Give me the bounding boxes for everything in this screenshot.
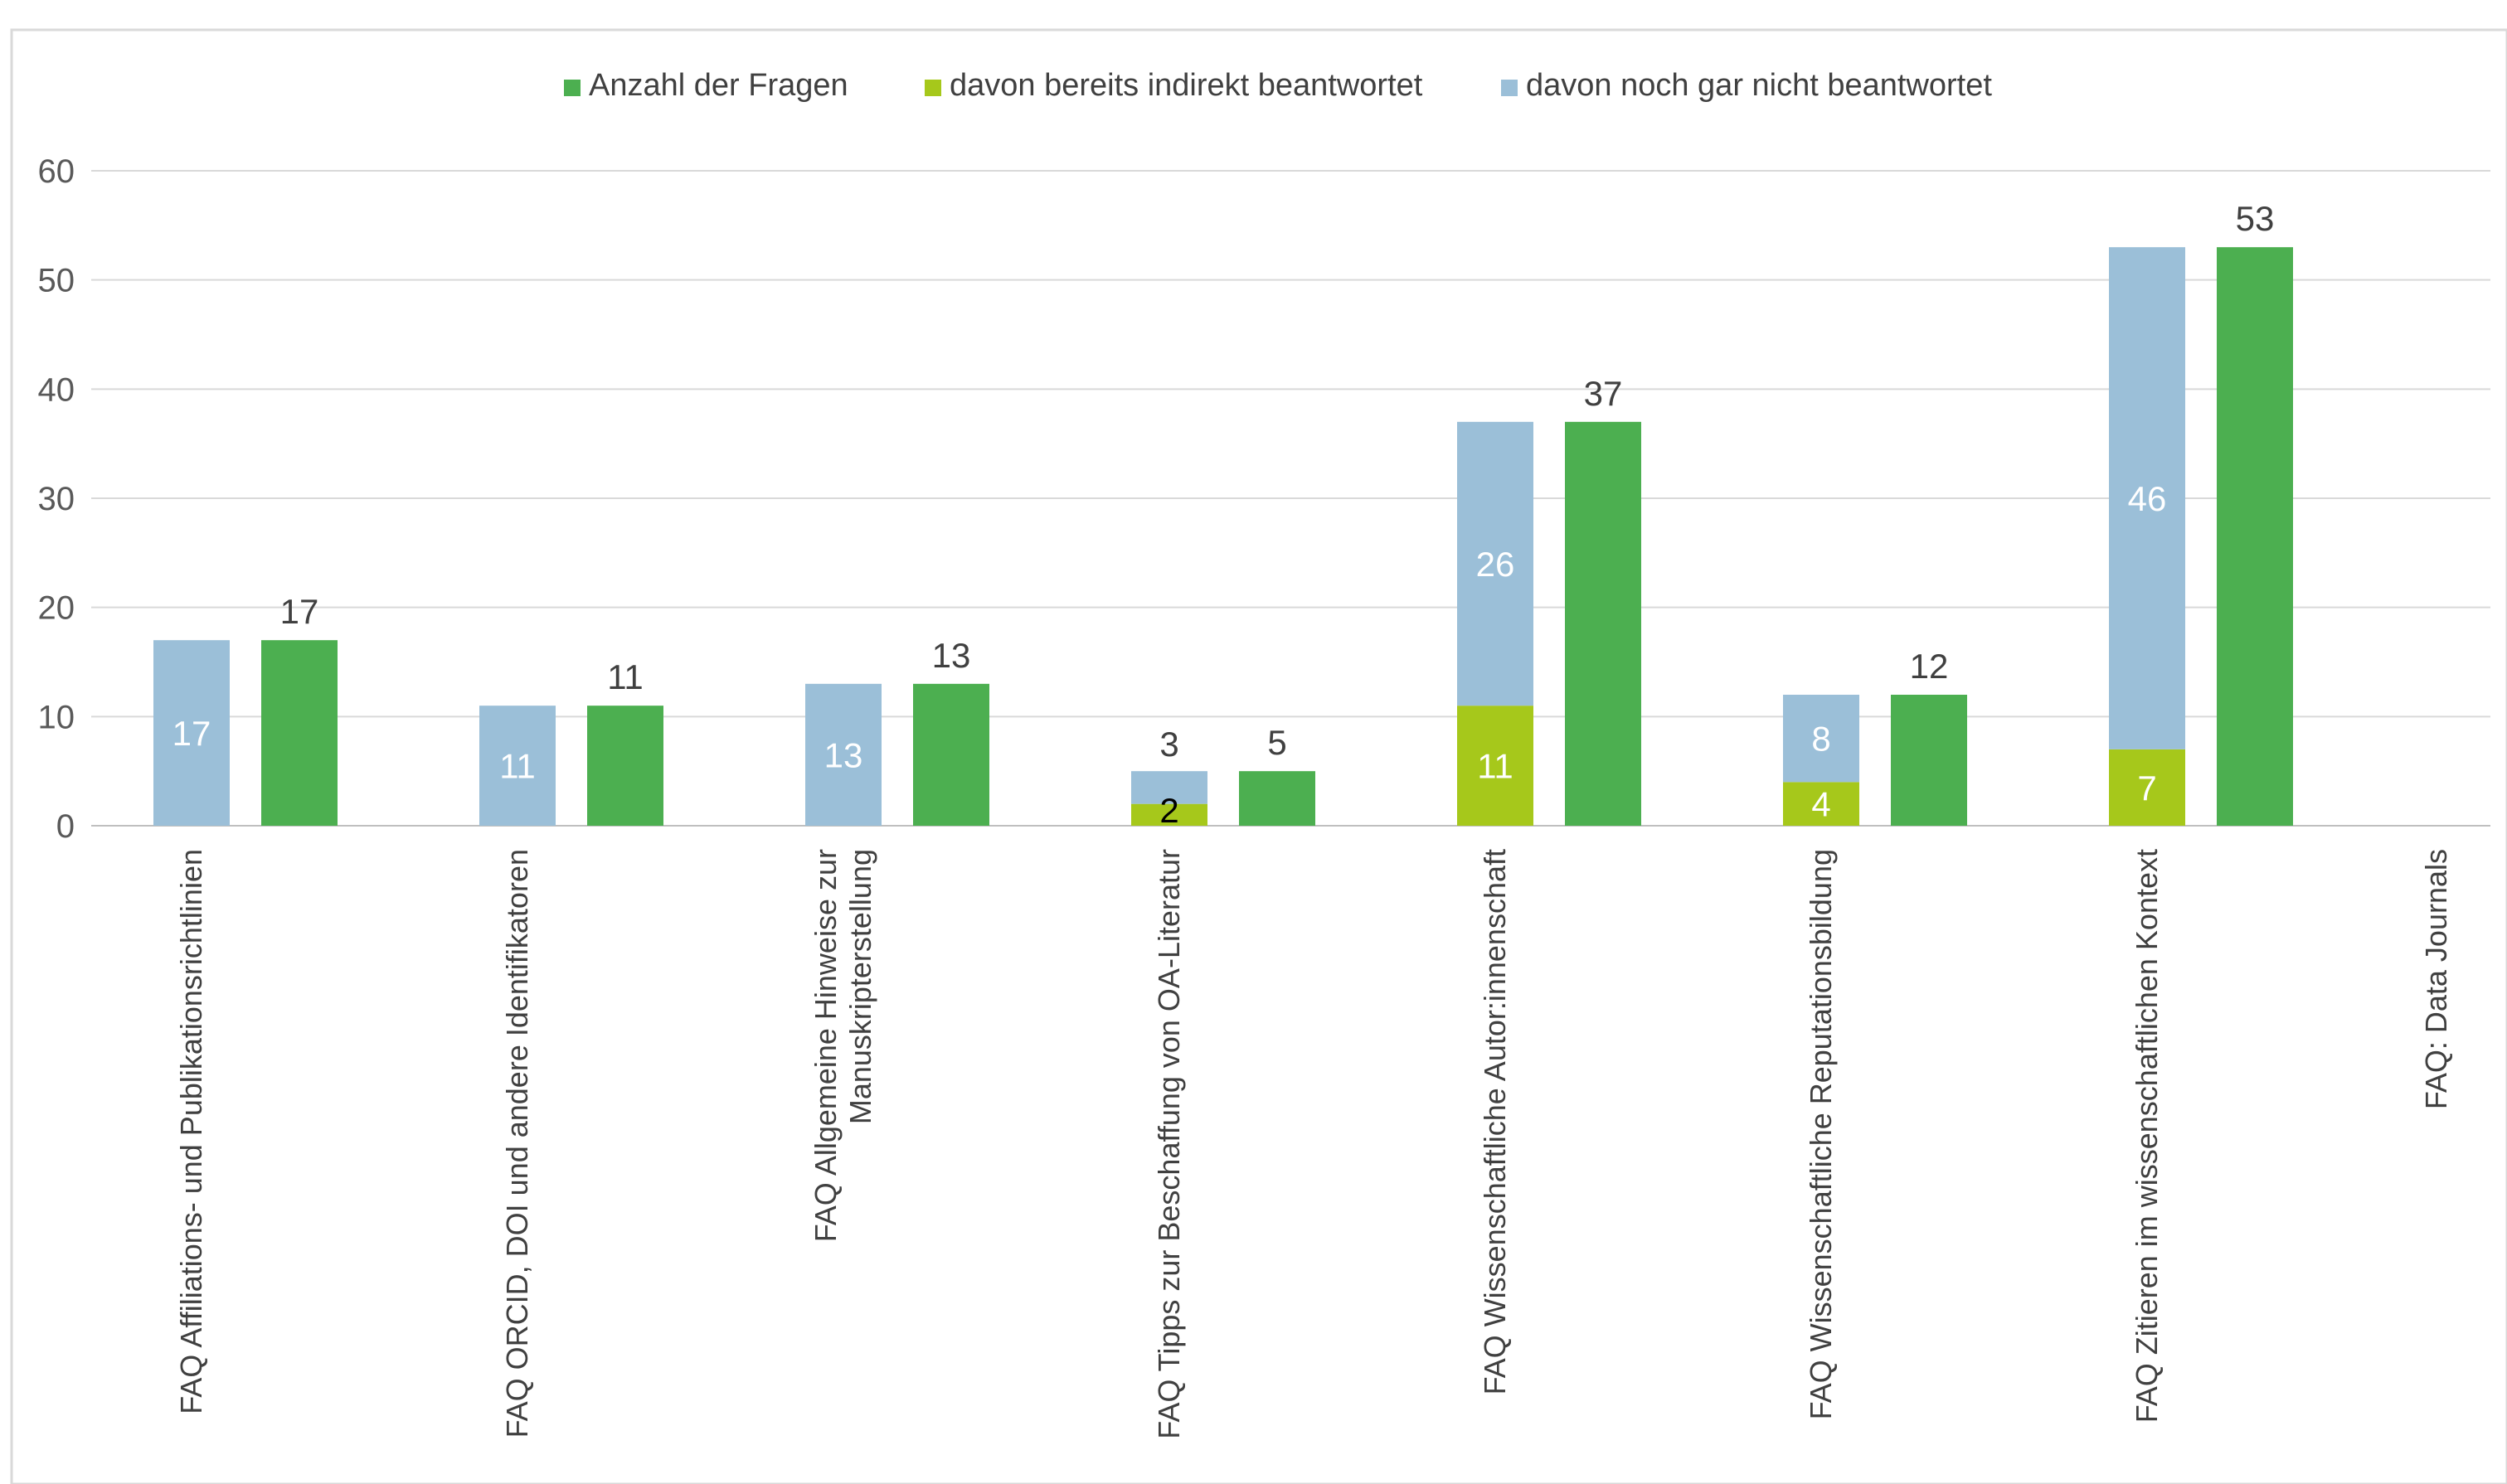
legend-swatch bbox=[1501, 80, 1518, 96]
y-tick-label: 30 bbox=[38, 481, 75, 517]
legend-item: davon bereits indirekt beantwortet bbox=[925, 68, 1423, 103]
bar-open bbox=[479, 706, 556, 826]
category-label: FAQ Wissenschaftliche Autor:innenschaft bbox=[1478, 849, 1512, 1394]
category-labels: FAQ Affiliations- und Publikationsrichtl… bbox=[174, 849, 2453, 1439]
category-label: FAQ Wissenschaftliche Reputationsbildung bbox=[1804, 849, 1838, 1419]
bar-open bbox=[1457, 421, 1533, 706]
data-label-open: 13 bbox=[824, 735, 863, 774]
bar-total bbox=[1565, 421, 1641, 826]
category-label: FAQ Allgemeine Hinweise zur bbox=[809, 849, 843, 1242]
y-axis-ticks: 0 10 20 30 40 50 60 bbox=[38, 153, 75, 845]
y-tick-label: 0 bbox=[56, 808, 75, 845]
legend: Anzahl der Fragen davon bereits indirekt … bbox=[564, 68, 1992, 103]
legend-swatch bbox=[925, 80, 941, 96]
legend-label: Anzahl der Fragen bbox=[589, 68, 848, 103]
category-label: FAQ Tipps zur Beschaffung von OA-Literat… bbox=[1152, 849, 1186, 1439]
data-label-indirect: 7 bbox=[2137, 769, 2156, 807]
bar-total bbox=[1239, 771, 1315, 826]
data-label-stack-total: 3 bbox=[1159, 725, 1178, 764]
bar-total bbox=[1891, 695, 1967, 826]
data-label-total: 5 bbox=[1267, 723, 1286, 762]
bars bbox=[153, 247, 2293, 827]
bar-total bbox=[261, 640, 338, 826]
data-label-open: 17 bbox=[172, 714, 211, 753]
data-label-total: 37 bbox=[1584, 374, 1623, 413]
bar-open bbox=[2109, 247, 2185, 749]
y-tick-label: 10 bbox=[38, 699, 75, 735]
bar-open bbox=[805, 683, 882, 826]
bar-open bbox=[153, 640, 230, 826]
data-label-total: 53 bbox=[2236, 199, 2275, 238]
bar-total bbox=[913, 683, 989, 826]
category-label: FAQ ORCID, DOI und andere Identifikatore… bbox=[500, 849, 534, 1438]
legend-label: davon bereits indirekt beantwortet bbox=[950, 68, 1423, 103]
data-label-open: 8 bbox=[1811, 720, 1830, 759]
y-tick-label: 60 bbox=[38, 153, 75, 190]
data-label-open: 46 bbox=[2128, 479, 2167, 518]
data-label-total: 11 bbox=[607, 657, 644, 696]
data-label-total: 12 bbox=[1910, 647, 1949, 686]
bar-total bbox=[587, 706, 663, 826]
y-tick-label: 40 bbox=[38, 371, 75, 408]
data-label-indirect: 2 bbox=[1159, 791, 1178, 830]
data-label-total: 17 bbox=[280, 592, 319, 631]
data-label-open: 11 bbox=[499, 747, 536, 786]
category-label: FAQ Zitieren im wissenschaftlichen Konte… bbox=[2130, 849, 2164, 1423]
data-label-total: 13 bbox=[932, 636, 971, 675]
y-tick-label: 20 bbox=[38, 590, 75, 627]
data-label-indirect: 11 bbox=[1477, 747, 1513, 786]
data-label-open: 26 bbox=[1476, 545, 1515, 584]
category-label: FAQ: Data Journals bbox=[2419, 849, 2453, 1109]
bar-indirect bbox=[1783, 782, 1859, 826]
category-label: Manuskripterstellung bbox=[843, 849, 877, 1124]
legend-swatch bbox=[564, 80, 581, 96]
chart-frame bbox=[10, 28, 2507, 1484]
legend-item: Anzahl der Fragen bbox=[564, 68, 848, 103]
legend-item: davon noch gar nicht beantwortet bbox=[1501, 68, 1992, 103]
legend-label: davon noch gar nicht beantwortet bbox=[1526, 68, 1992, 103]
bar-indirect bbox=[1457, 706, 1533, 826]
bar-indirect bbox=[2109, 749, 2185, 826]
bar-total bbox=[2217, 247, 2293, 827]
category-label: FAQ Affiliations- und Publikationsrichtl… bbox=[174, 849, 208, 1414]
bar-open bbox=[1783, 695, 1859, 783]
bar-indirect bbox=[1131, 803, 1207, 826]
bar-open bbox=[1131, 771, 1207, 804]
data-labels: 1717111113132351126374812746531 bbox=[172, 199, 2275, 830]
data-label-indirect: 4 bbox=[1811, 785, 1830, 824]
y-tick-label: 50 bbox=[38, 263, 75, 299]
